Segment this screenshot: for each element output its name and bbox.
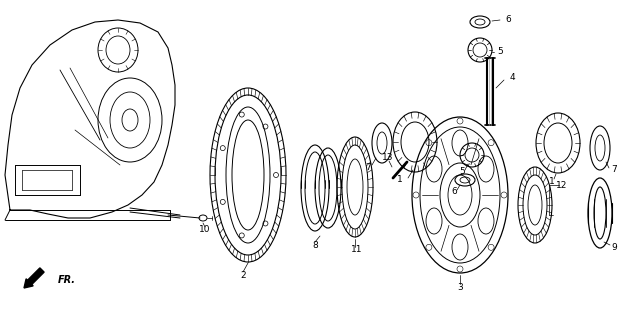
Text: 1: 1 [397,175,403,185]
Text: 6: 6 [451,188,457,196]
Text: 5: 5 [459,167,465,177]
Text: 7: 7 [611,165,617,174]
Text: FR.: FR. [58,275,76,285]
Text: 12: 12 [556,180,568,189]
Text: 3: 3 [457,283,463,292]
Text: 11: 11 [351,245,363,254]
Text: 4: 4 [509,74,515,83]
Text: 10: 10 [199,226,211,235]
Text: 13: 13 [382,154,394,163]
Text: 5: 5 [497,47,503,57]
Text: 8: 8 [312,241,318,250]
Text: 7: 7 [365,164,371,172]
Text: 9: 9 [611,244,617,252]
FancyArrow shape [24,268,44,288]
Text: 1: 1 [549,178,555,187]
Text: 6: 6 [505,15,511,25]
Text: 2: 2 [240,270,245,279]
